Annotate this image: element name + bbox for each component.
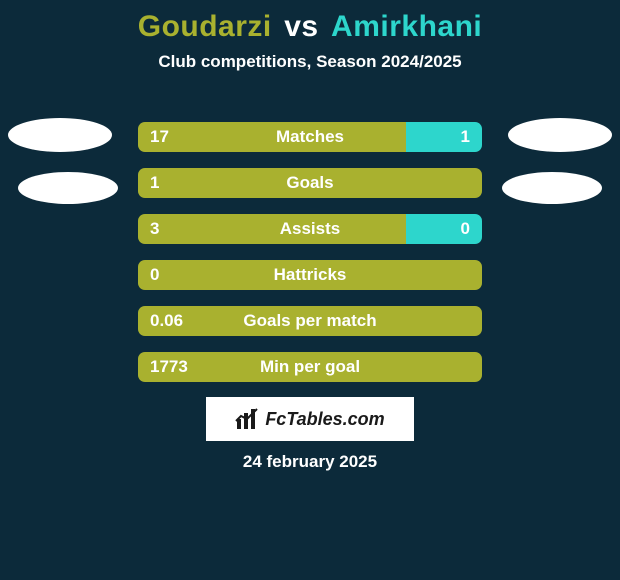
player2-badge-top xyxy=(508,118,612,152)
player2-badge-bottom xyxy=(502,172,602,204)
stat-bar: 1773Min per goal xyxy=(138,352,482,382)
player1-badge-top xyxy=(8,118,112,152)
stat-label: Min per goal xyxy=(138,352,482,382)
title: Goudarzi vs Amirkhani xyxy=(0,0,620,44)
stat-label: Assists xyxy=(138,214,482,244)
stat-bar: 30Assists xyxy=(138,214,482,244)
stat-bar: 0Hattricks xyxy=(138,260,482,290)
player1-badge-bottom xyxy=(18,172,118,204)
subtitle: Club competitions, Season 2024/2025 xyxy=(0,52,620,72)
stat-bar: 1Goals xyxy=(138,168,482,198)
stat-bar: 0.06Goals per match xyxy=(138,306,482,336)
title-player2: Amirkhani xyxy=(331,10,482,43)
bar-chart-icon xyxy=(235,407,259,431)
stat-bar: 171Matches xyxy=(138,122,482,152)
stat-label: Goals per match xyxy=(138,306,482,336)
stat-label: Goals xyxy=(138,168,482,198)
title-vs: vs xyxy=(284,10,318,43)
stat-label: Hattricks xyxy=(138,260,482,290)
stat-bars: 171Matches 1Goals 30Assists 0Hattricks 0.06G… xyxy=(138,122,482,398)
stat-label: Matches xyxy=(138,122,482,152)
footer-date: 24 february 2025 xyxy=(0,452,620,472)
logo-text: FcTables.com xyxy=(265,409,384,430)
title-player1: Goudarzi xyxy=(138,10,272,43)
logo: FcTables.com xyxy=(206,397,414,441)
